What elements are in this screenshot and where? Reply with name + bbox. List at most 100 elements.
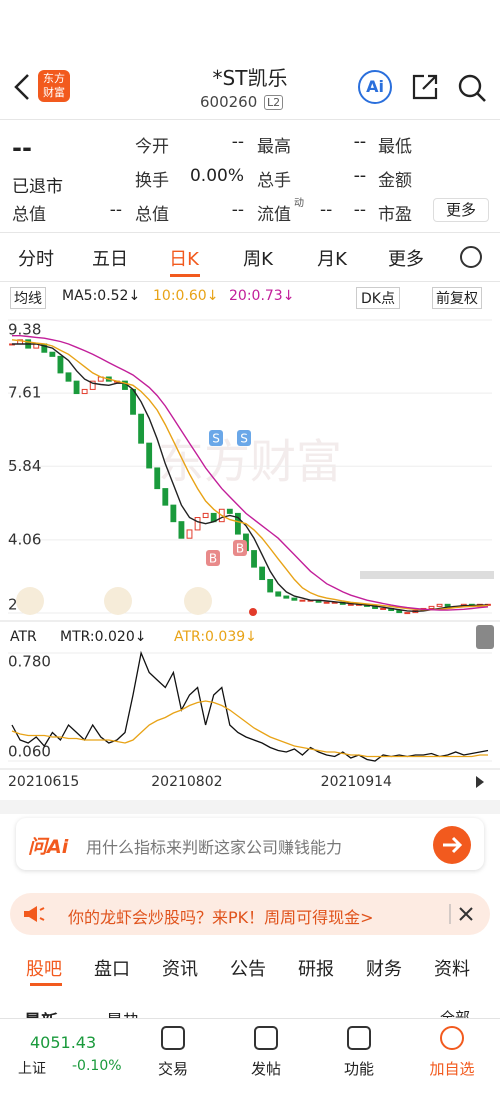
marker-dot (249, 608, 257, 616)
candle (380, 607, 387, 610)
banner[interactable] (10, 893, 490, 935)
candle (428, 605, 435, 609)
candle (404, 612, 411, 615)
dk-button[interactable]: DK点 (356, 287, 400, 309)
candle (178, 521, 185, 539)
candle (323, 601, 330, 604)
period-tab[interactable]: 更多 (388, 249, 424, 270)
back[interactable] (10, 72, 34, 102)
period-tab[interactable]: 日K (169, 249, 199, 270)
sub-tab[interactable]: 资讯 (162, 959, 198, 980)
y-tick-label: 4.06 (8, 530, 41, 548)
signal-badge (233, 540, 247, 556)
nav-label[interactable]: 交易 (157, 1060, 188, 1078)
candle (49, 351, 56, 357)
candle (138, 413, 145, 444)
quote-value: -- (231, 132, 244, 152)
candle (251, 550, 257, 568)
quote-label: 金额 (378, 171, 412, 191)
nav-icon (440, 1026, 464, 1050)
ai-bar[interactable] (16, 818, 484, 870)
collapse (476, 625, 494, 649)
adjust-button[interactable]: 前复权 (432, 287, 482, 309)
candle (275, 591, 282, 597)
quote-value: 0.00% (189, 166, 244, 186)
quote-value: -- (353, 166, 366, 186)
scroll-arrow (476, 776, 484, 788)
candle (73, 380, 80, 395)
indicator-select[interactable]: 均线 (10, 287, 46, 309)
ma10-label: 10:0.60↓ (153, 288, 219, 304)
candle (444, 603, 451, 607)
sub-tab[interactable]: 股吧 (26, 959, 62, 980)
candle (396, 610, 403, 614)
x-tick-label: 20210615 (8, 774, 79, 790)
candle (57, 355, 64, 374)
signal-label: S (240, 432, 248, 446)
quote-label: 总手 (257, 171, 291, 191)
ai-button[interactable]: Ai (358, 70, 392, 104)
quote-value: -- (320, 200, 333, 220)
quote-value: -- (353, 166, 366, 186)
x-tick-label: 20210802 (151, 774, 222, 790)
share[interactable] (410, 72, 440, 102)
candle (291, 597, 298, 601)
sub-tab[interactable]: 研报 (298, 959, 334, 980)
nav-label[interactable]: 发帖 (250, 1060, 281, 1078)
quote-label: 总值 (135, 205, 169, 225)
ma20-label: 20:0.73↓ (229, 288, 295, 304)
candle (267, 579, 274, 593)
title: *ST凯乐 (212, 66, 288, 90)
ai-brand: 问Ai (28, 836, 69, 858)
quote-label: 总值 (12, 205, 46, 225)
price: -- (12, 134, 32, 162)
quote-value: -- (231, 200, 244, 220)
index-value[interactable]: 4051.43 (30, 1033, 97, 1052)
y-tick-label: 0.060 (8, 743, 51, 761)
candle (347, 603, 354, 606)
badge: L2 (264, 95, 284, 110)
period-tab[interactable]: 五日 (92, 249, 128, 270)
quote-label: 最低 (378, 137, 412, 157)
period-tab[interactable]: 周K (243, 249, 273, 270)
send[interactable] (432, 825, 472, 865)
nav-label[interactable]: 功能 (343, 1060, 374, 1078)
sub-tab[interactable]: 盘口 (94, 959, 130, 980)
signal-label: S (212, 432, 220, 446)
signal-label: B (209, 552, 217, 566)
candle (283, 595, 290, 599)
candle (194, 517, 201, 531)
ai-prompt: 用什么指标来判断这家公司赚钱能力 (86, 838, 343, 857)
highlight (360, 571, 494, 579)
candle (234, 512, 241, 535)
quote-value: -- (353, 132, 366, 152)
banner-text: 你的龙虾会炒股吗？来PK！周周可得现金> (68, 908, 374, 927)
series-line (12, 335, 489, 611)
more-button[interactable]: 更多 (433, 198, 489, 222)
index-change: -0.10% (72, 1058, 122, 1074)
candle (146, 442, 153, 469)
sub-tab[interactable]: 资料 (434, 959, 470, 980)
candle (154, 467, 161, 490)
atr-label: ATR:0.039↓ (174, 629, 257, 645)
candle (202, 512, 209, 519)
sub-tab[interactable]: 公告 (230, 959, 266, 980)
close[interactable] (448, 904, 478, 924)
quote-label: 换手 (135, 171, 169, 191)
period-tab[interactable]: 月K (317, 249, 347, 270)
nav-icon (254, 1026, 278, 1050)
candle (259, 566, 266, 581)
signal-badge (206, 550, 220, 566)
quote-label: 今开 (135, 137, 169, 157)
quote-value: -- (353, 200, 366, 220)
candle (89, 380, 96, 390)
candle (65, 372, 72, 382)
sub-tab[interactable]: 财务 (366, 959, 402, 980)
period-tab[interactable]: 分时 (18, 249, 54, 270)
candle (186, 529, 193, 539)
signal-badge (209, 430, 223, 446)
nav-label[interactable]: 加自选 (429, 1060, 475, 1078)
search[interactable] (456, 72, 488, 104)
logo-text: 东方 (43, 72, 65, 85)
